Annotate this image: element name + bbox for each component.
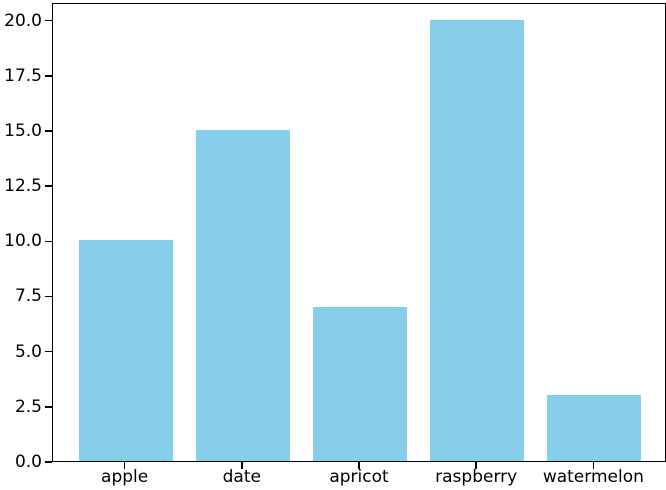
y-tick-label: 5.0	[14, 341, 42, 362]
y-tick-mark	[45, 75, 52, 77]
bar-apple	[78, 240, 173, 461]
x-tick-mark	[123, 462, 126, 469]
y-tick-mark	[45, 240, 52, 243]
x-tick-label: apple	[101, 467, 149, 487]
x-tick-mark	[475, 462, 477, 469]
y-tick-label: 20.0	[4, 10, 42, 31]
y-tick-mark	[45, 130, 52, 132]
y-tick-label: 17.5	[4, 65, 42, 86]
y-tick-label: 12.5	[4, 176, 42, 197]
y-tick-label: 10.0	[4, 231, 42, 252]
y-tick-mark	[45, 350, 52, 353]
y-tick-mark	[45, 295, 52, 298]
x-tick-mark	[241, 462, 243, 469]
y-tick-label: 7.5	[14, 286, 42, 307]
x-tick-mark	[592, 462, 595, 469]
x-tick-label: date	[222, 467, 261, 487]
y-tick-mark	[45, 185, 52, 187]
y-tick-label: 2.5	[14, 396, 42, 417]
bar-apricot	[313, 306, 407, 461]
y-tick-mark	[45, 19, 52, 22]
plot-area	[52, 3, 666, 462]
y-tick-label: 0.0	[14, 452, 42, 472]
y-tick-mark	[45, 406, 52, 408]
y-tick-label: 15.0	[4, 120, 42, 141]
bar-raspberry	[430, 19, 525, 461]
x-tick-label: watermelon	[542, 467, 644, 487]
x-tick-label: apricot	[329, 467, 389, 487]
x-tick-mark	[358, 462, 360, 469]
y-tick-mark	[45, 461, 52, 463]
bar-watermelon	[547, 394, 642, 461]
x-tick-label: raspberry	[435, 467, 518, 487]
bar-date	[195, 130, 290, 461]
